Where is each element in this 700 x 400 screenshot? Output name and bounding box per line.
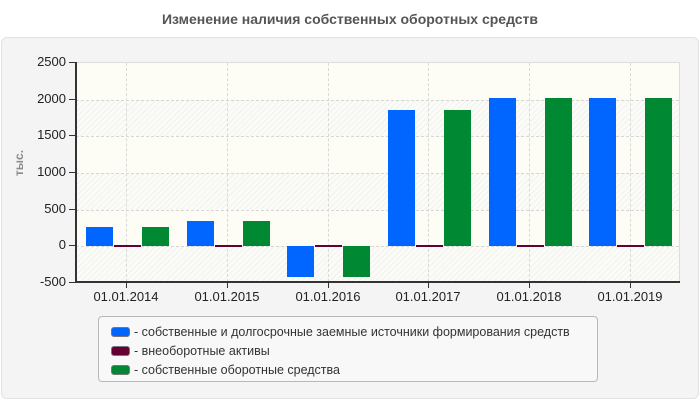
bar-noncurrent-assets[interactable]: [517, 244, 544, 247]
y-axis-line: [75, 62, 77, 283]
legend-label: - собственные оборотные средства: [134, 362, 340, 377]
bar-sources[interactable]: [287, 246, 314, 278]
vertical-gridline: [126, 63, 127, 282]
y-tick: [69, 135, 76, 136]
bar-working-capital[interactable]: [545, 98, 572, 247]
vertical-gridline: [428, 63, 429, 282]
horizontal-gridline: [76, 173, 679, 174]
bar-noncurrent-assets[interactable]: [114, 244, 141, 247]
x-tick: [227, 283, 228, 288]
plot-band: [76, 173, 679, 210]
x-tick: [630, 283, 631, 288]
y-tick: [69, 172, 76, 173]
y-tick: [69, 245, 76, 246]
chart-title: Изменение наличия собственных оборотных …: [161, 11, 539, 27]
y-axis-title: тыс.: [12, 149, 26, 177]
plot-band: [76, 246, 679, 282]
bar-sources[interactable]: [187, 220, 214, 247]
legend-swatch-blue-icon: [111, 326, 130, 337]
bar-noncurrent-assets[interactable]: [215, 244, 242, 247]
y-tick-label: 0: [58, 237, 66, 252]
legend-label: - собственные и долгосрочные заемные ист…: [134, 324, 570, 339]
horizontal-gridline: [76, 246, 679, 247]
y-tick: [69, 209, 76, 210]
bar-working-capital[interactable]: [645, 98, 672, 247]
vertical-gridline: [328, 63, 329, 282]
legend-item-noncurrent-assets[interactable]: - внеоборотные активы: [99, 341, 597, 360]
x-axis-line: [75, 281, 680, 283]
legend-item-sources[interactable]: - собственные и долгосрочные заемные ист…: [99, 322, 597, 341]
bar-working-capital[interactable]: [343, 246, 370, 278]
horizontal-gridline: [76, 100, 679, 101]
x-tick-label: 01.01.2014: [93, 289, 159, 304]
y-tick: [69, 62, 76, 63]
bar-sources[interactable]: [589, 98, 616, 247]
x-tick-label: 01.01.2016: [295, 289, 361, 304]
bar-working-capital[interactable]: [142, 227, 169, 247]
bar-sources[interactable]: [86, 227, 113, 247]
legend-swatch-maroon-icon: [111, 345, 130, 356]
vertical-gridline: [630, 63, 631, 282]
vertical-gridline: [227, 63, 228, 282]
x-tick: [428, 283, 429, 288]
plot-band: [76, 136, 679, 173]
vertical-gridline: [529, 63, 530, 282]
legend-swatch-green-icon: [111, 364, 130, 375]
legend: - собственные и долгосрочные заемные ист…: [98, 316, 598, 382]
x-tick: [328, 283, 329, 288]
plot-area: [76, 62, 680, 282]
x-tick-label: 01.01.2015: [194, 289, 260, 304]
y-tick: [69, 282, 76, 283]
bar-sources[interactable]: [388, 109, 415, 247]
bar-working-capital[interactable]: [444, 109, 471, 247]
bar-working-capital[interactable]: [243, 220, 270, 247]
y-tick: [69, 99, 76, 100]
bar-noncurrent-assets[interactable]: [617, 244, 644, 247]
x-tick-label: 01.01.2019: [597, 289, 663, 304]
bar-noncurrent-assets[interactable]: [315, 244, 342, 247]
y-tick-label: 2500: [37, 54, 66, 69]
horizontal-gridline: [76, 210, 679, 211]
y-tick-label: 1500: [37, 127, 66, 142]
horizontal-gridline: [76, 136, 679, 137]
plot-band: [76, 209, 679, 247]
y-tick-label: -500: [39, 274, 66, 289]
x-tick: [529, 283, 530, 288]
legend-item-working-capital[interactable]: - собственные оборотные средства: [99, 360, 597, 379]
y-tick-label: 500: [44, 201, 66, 216]
bar-sources[interactable]: [489, 98, 516, 247]
x-tick-label: 01.01.2018: [496, 289, 562, 304]
x-tick: [126, 283, 127, 288]
bar-noncurrent-assets[interactable]: [416, 244, 443, 247]
y-tick-label: 2000: [37, 91, 66, 106]
plot-band: [76, 63, 679, 100]
plot-band: [76, 99, 679, 137]
x-tick-label: 01.01.2017: [395, 289, 461, 304]
y-tick-label: 1000: [37, 164, 66, 179]
legend-label: - внеоборотные активы: [134, 343, 270, 358]
